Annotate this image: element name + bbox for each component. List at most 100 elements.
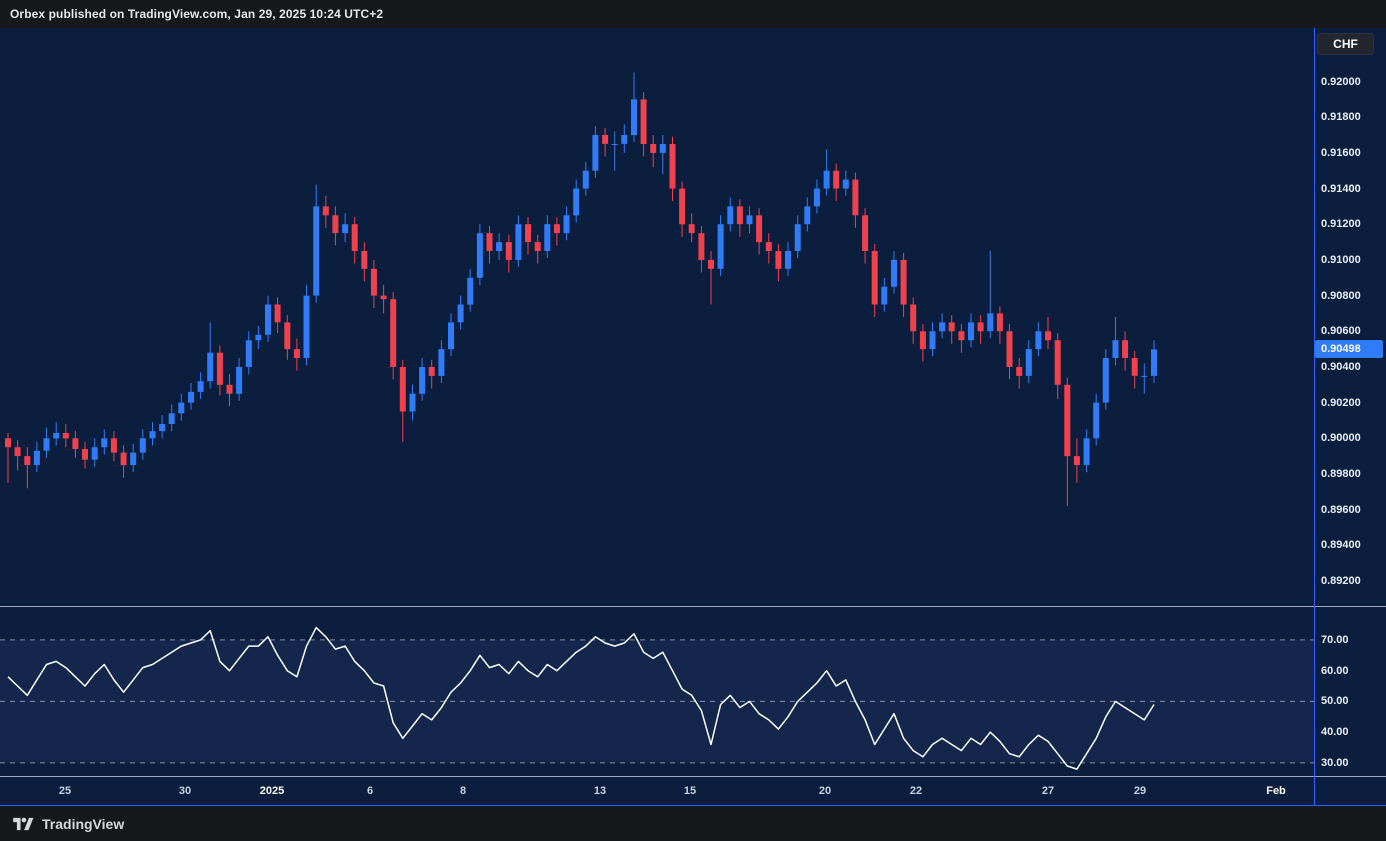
time-axis-label: 8: [459, 785, 467, 797]
chart-canvas[interactable]: [0, 28, 1386, 807]
candle-body: [929, 331, 936, 350]
time-axis-label: Feb: [1266, 785, 1286, 797]
candle-body: [505, 242, 512, 260]
price-axis-label: 0.91400: [1321, 182, 1361, 195]
candle-body: [168, 413, 175, 424]
candle-body: [881, 286, 888, 305]
candle-body: [226, 384, 233, 394]
rsi-band: [0, 639, 1315, 763]
price-axis-label: 0.91800: [1321, 111, 1361, 124]
candle-body: [178, 402, 185, 414]
candle-body: [698, 233, 705, 260]
candle-body: [602, 135, 609, 144]
candle-body: [611, 144, 618, 145]
candle-body: [207, 352, 214, 382]
tradingview-logo-icon[interactable]: [12, 815, 34, 833]
time-axis-label: 2025: [259, 785, 285, 797]
time-axis-label: 20: [818, 785, 832, 797]
candle-body: [977, 322, 984, 332]
candle-body: [717, 224, 724, 269]
price-axis-label: 0.89200: [1321, 575, 1361, 588]
candle-body: [1073, 456, 1080, 465]
candle-body: [948, 322, 955, 332]
candle-body: [313, 206, 320, 296]
candle-body: [1102, 358, 1109, 403]
candle-body: [968, 322, 974, 341]
price-axis-label: 0.90000: [1321, 432, 1361, 445]
candle-body: [659, 144, 666, 153]
candle-body: [390, 299, 397, 367]
candle-body: [621, 135, 628, 144]
candle-body: [120, 452, 127, 466]
attribution-bar: Orbex published on TradingView.com, Jan …: [0, 0, 1386, 28]
candle-body: [794, 224, 801, 251]
tradingview-brand[interactable]: TradingView: [42, 816, 125, 832]
price-axis-label: 0.90200: [1321, 396, 1361, 409]
candle-body: [553, 224, 560, 234]
candle-body: [833, 170, 840, 189]
time-axis-label: 25: [58, 785, 72, 797]
price-axis-label: 0.89600: [1321, 503, 1361, 516]
candle-body: [457, 304, 464, 323]
candle-body: [736, 206, 743, 225]
currency-badge[interactable]: CHF: [1317, 33, 1374, 55]
candle-body: [14, 447, 21, 457]
candle-body: [1131, 358, 1138, 376]
rsi-axis-label: 70.00: [1321, 633, 1349, 646]
candle-body: [159, 424, 166, 432]
price-axis-label: 0.90800: [1321, 289, 1361, 302]
candle-body: [303, 295, 310, 358]
candle-body: [428, 367, 435, 376]
candle-body: [486, 233, 493, 251]
candle-body: [1083, 438, 1090, 466]
candle-body: [1025, 349, 1032, 376]
candle-body: [448, 322, 454, 350]
candle-body: [5, 438, 11, 448]
candle-body: [265, 304, 271, 335]
rsi-axis-label: 50.00: [1321, 695, 1349, 708]
time-axis-label: 6: [366, 785, 374, 797]
candle-body: [322, 206, 329, 216]
candle-body: [823, 170, 830, 189]
price-axis-label: 0.91200: [1321, 218, 1361, 231]
candle-body: [688, 224, 695, 234]
candle-body: [631, 99, 637, 136]
candle-body: [842, 179, 849, 189]
candle-body: [370, 268, 377, 296]
candle-body: [775, 251, 782, 269]
candle-body: [515, 224, 522, 260]
candle-body: [43, 438, 50, 451]
rsi-axis-label: 60.00: [1321, 664, 1349, 677]
candle-body: [891, 259, 897, 287]
attribution-text: Orbex published on TradingView.com, Jan …: [10, 7, 384, 21]
candle-body: [996, 313, 1003, 332]
candle-body: [149, 431, 156, 439]
candle-body: [525, 224, 531, 242]
rsi-axis-label: 40.00: [1321, 726, 1349, 739]
candle-body: [236, 367, 243, 394]
candle-body: [409, 393, 416, 412]
candle-body: [592, 135, 599, 171]
candle-body: [467, 277, 474, 305]
candle-body: [274, 304, 281, 323]
candle-body: [351, 224, 358, 251]
rsi-axis-label: 30.00: [1321, 756, 1349, 769]
candle-body: [216, 352, 223, 385]
candle-body: [852, 179, 859, 216]
price-axis-label: 0.90400: [1321, 360, 1361, 373]
candle-body: [130, 452, 137, 466]
candle-body: [679, 188, 686, 225]
candle-body: [1112, 340, 1119, 358]
candle-body: [139, 438, 146, 453]
candle-body: [342, 224, 349, 234]
candle-body: [197, 381, 204, 392]
candle-body: [756, 215, 763, 243]
price-axis-label: 0.92000: [1321, 75, 1361, 88]
candle-body: [438, 349, 445, 376]
candle-body: [380, 295, 387, 300]
candle-body: [640, 99, 647, 144]
price-axis-label: 0.90600: [1321, 325, 1361, 338]
candle-body: [573, 188, 580, 216]
chart-area[interactable]: 0.92000 0.91800 0.91600 0.91400 0.91200 0.910…: [0, 28, 1386, 807]
